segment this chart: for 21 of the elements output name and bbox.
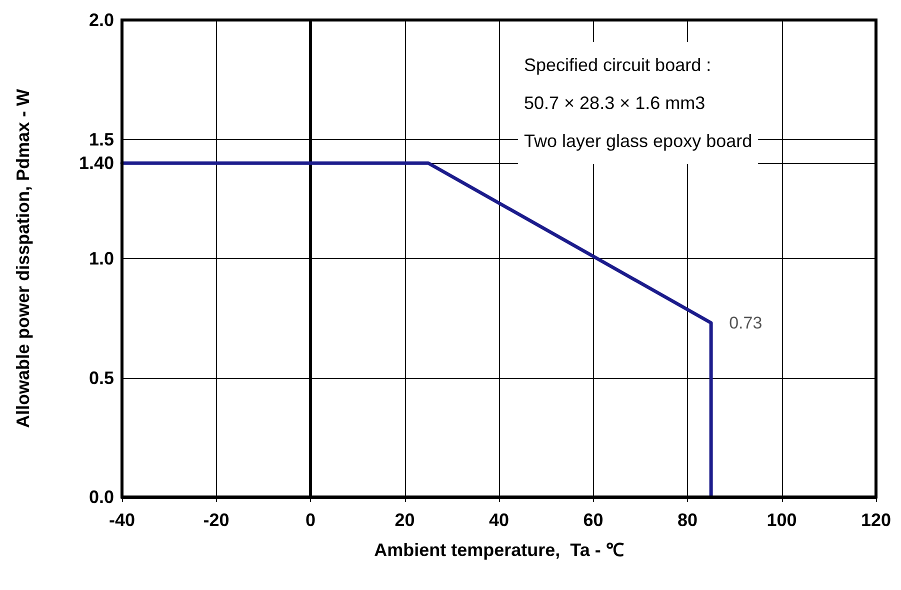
x-axis-title: Ambient temperature, Ta - ℃ [374, 540, 624, 560]
x-tick-label: 20 [394, 510, 415, 530]
x-tick-label: 0 [305, 510, 316, 530]
x-tick-label: -40 [108, 510, 136, 530]
y-axis-title: Allowable power disspation, Pdmax - W [13, 88, 33, 428]
annotation: Two layer glass epoxy board [524, 131, 752, 151]
y-tick-label: 2.0 [88, 10, 114, 30]
y-tick-label: 0.0 [88, 487, 114, 507]
x-tick-label: 120 [860, 510, 892, 530]
annotation: 0.73 [729, 313, 762, 332]
y-tick-label: 1.40 [78, 153, 114, 174]
x-tick-label: 100 [766, 510, 797, 530]
x-tick-label: 60 [583, 510, 604, 530]
annotation: Specified circuit board : [524, 55, 712, 75]
annotation: 50.7 × 28.3 × 1.6 mm3 [524, 93, 706, 113]
y-tick-label: 1.0 [88, 248, 114, 268]
y-tick-label: 0.5 [88, 368, 114, 388]
x-tick-label: 80 [677, 510, 698, 530]
x-tick-label: -20 [203, 510, 230, 530]
x-tick-label: 40 [488, 510, 510, 530]
y-tick-label: 1.5 [88, 129, 114, 150]
